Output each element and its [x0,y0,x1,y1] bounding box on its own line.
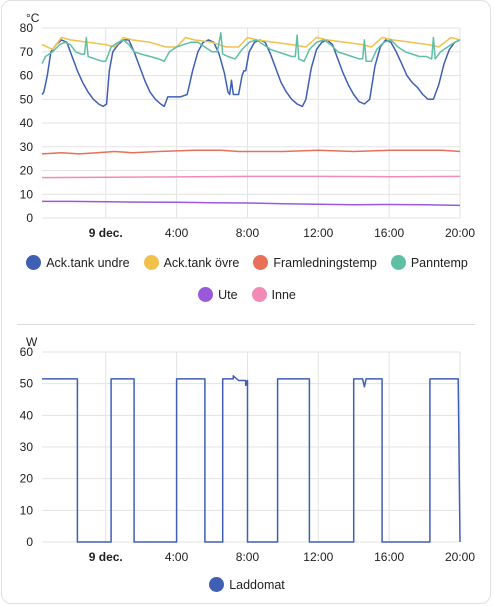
y-tick-label: 60 [20,69,34,83]
x-tick-label: 9 dec. [89,550,123,564]
legend-dot-icon [198,287,214,302]
y-tick-label: 80 [20,21,34,35]
legend-dot-icon [209,577,225,592]
x-tick-label: 9 dec. [89,226,123,240]
series-line-laddomat[interactable] [42,375,461,543]
legend-label: Framledningstemp [273,255,377,270]
y-tick-label: 20 [20,472,34,486]
legend-dot-icon [26,255,42,270]
x-tick-label: 12:00 [303,550,333,564]
legend-item[interactable]: Panntemp [390,255,468,270]
legend-label: Laddomat [229,577,285,592]
x-tick-label: 16:00 [374,226,404,240]
legend-label: Ack.tank undre [46,255,130,270]
x-tick-label: 4:00 [165,226,189,240]
legend-item[interactable]: Framledningstemp [253,255,377,270]
x-tick-label: 20:00 [445,226,475,240]
legend-label: Inne [271,287,296,302]
legend-label: Panntemp [410,255,468,270]
x-tick-label: 20:00 [445,550,475,564]
y-tick-label: 10 [20,503,34,517]
legend-item[interactable]: Ack.tank undre [26,255,130,270]
legend-item[interactable]: Ack.tank övre [143,255,240,270]
power-chart: W 0 10 20 30 40 50 60 9 dec. 4:00 8:00 12:00 16:00 20… [20,335,476,564]
temperature-legend-row-1: Ack.tank undre Ack.tank övre Framledningst… [0,255,494,270]
x-tick-label: 12:00 [303,226,333,240]
series-line-ack-tank-undre[interactable] [41,39,461,108]
legend-item[interactable]: Laddomat [209,577,285,592]
y-tick-label: 60 [20,345,34,359]
y-tick-label: 30 [20,140,34,154]
x-tick-label: 16:00 [374,550,404,564]
y-unit-label: °C [26,11,40,25]
temperature-legend-row-2: Ute Inne [0,287,494,302]
legend-item[interactable]: Inne [251,287,296,302]
series-line-inne[interactable] [41,175,461,179]
y-tick-label: 20 [20,164,34,178]
legend-label: Ack.tank övre [163,255,240,270]
y-tick-label: 0 [26,211,33,225]
y-tick-label: 50 [20,92,34,106]
legend-dot-icon [253,255,269,270]
legend-label: Ute [218,287,238,302]
legend-dot-icon [143,255,159,270]
y-tick-label: 30 [20,440,34,454]
y-tick-label: 50 [20,377,34,391]
legend-item[interactable]: Ute [198,287,238,302]
legend-dot-icon [390,255,406,270]
series-line-panntemp[interactable] [41,32,461,64]
y-tick-label: 0 [26,535,33,549]
series-line-ack-tank-vre[interactable] [41,36,461,51]
x-tick-label: 4:00 [165,550,189,564]
series-line-framledningstemp[interactable] [41,149,461,155]
x-tick-label: 8:00 [236,550,260,564]
temperature-chart: °C 0 10 20 30 40 50 60 70 80 9 dec. 4:00 8:00 12:00 16… [20,11,476,240]
y-unit-label: W [26,335,38,349]
legend-dot-icon [251,287,267,302]
y-tick-label: 40 [20,116,34,130]
x-tick-label: 8:00 [236,226,260,240]
y-tick-label: 10 [20,187,34,201]
series-line-ute[interactable] [42,200,461,207]
power-legend-row: Laddomat [0,577,494,592]
y-tick-label: 70 [20,45,34,59]
chart-divider [17,324,475,325]
y-tick-label: 40 [20,408,34,422]
